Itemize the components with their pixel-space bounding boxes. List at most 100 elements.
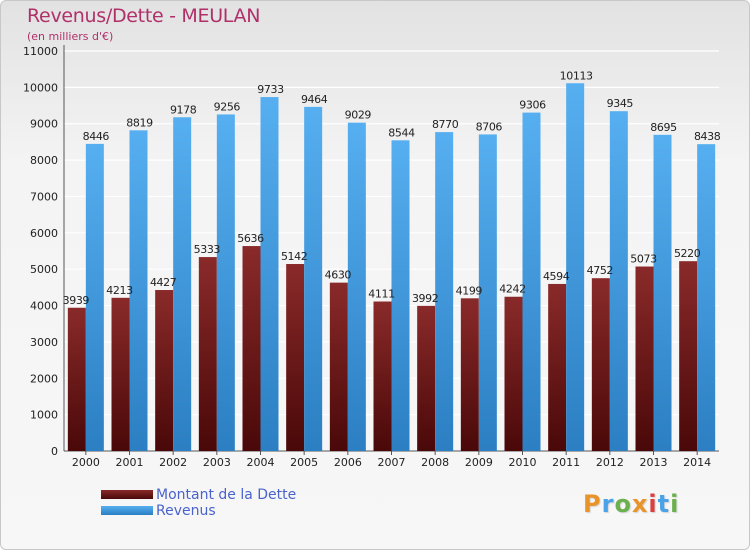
data-label-revenus: 9464 xyxy=(301,93,328,106)
y-tick-label: 11000 xyxy=(23,45,58,58)
bar-dette xyxy=(373,301,392,451)
bar-revenus xyxy=(697,144,716,451)
bar-dette xyxy=(635,266,654,451)
x-tick-label: 2014 xyxy=(683,456,711,469)
data-label-revenus: 9306 xyxy=(519,99,546,112)
bar-dette xyxy=(198,257,217,451)
y-tick-label: 3000 xyxy=(30,336,58,349)
proxiti-logo: Proxiti xyxy=(583,490,679,518)
data-label-dette: 5142 xyxy=(281,250,307,263)
x-tick-label: 2012 xyxy=(596,456,624,469)
data-label-revenus: 8446 xyxy=(83,130,110,143)
data-labels: 3939 8446 4213 8819 4427 9178 5333 9256 5636 9733… xyxy=(63,69,722,307)
logo-letter: t xyxy=(657,490,671,518)
legend-label-dette: Montant de la Dette xyxy=(156,487,297,503)
bar-revenus xyxy=(478,134,497,451)
x-axis-labels: 2000 2001 2002 2003 2004 2005 2006 2007 2008 2009… xyxy=(72,456,711,469)
x-tick-label: 2008 xyxy=(421,456,449,469)
data-label-dette: 4427 xyxy=(150,276,177,289)
data-label-revenus: 9256 xyxy=(214,100,241,113)
chart-title: Revenus/Dette - MEULAN xyxy=(27,5,261,27)
data-label-dette: 4111 xyxy=(368,288,394,301)
data-label-revenus: 9178 xyxy=(170,103,197,116)
data-label-revenus: 9733 xyxy=(257,83,284,96)
legend-swatch-revenus xyxy=(101,506,153,515)
bar-revenus xyxy=(653,134,672,451)
bar-revenus xyxy=(522,112,541,451)
bar-dette xyxy=(591,278,610,451)
bar-dette xyxy=(242,246,261,451)
chart-subtitle: (en milliers d'€) xyxy=(27,30,114,43)
legend-swatch-dette xyxy=(101,490,153,499)
x-tick-label: 2010 xyxy=(509,456,537,469)
x-tick-label: 2007 xyxy=(378,456,406,469)
bar-dette xyxy=(286,264,305,451)
data-label-revenus: 8819 xyxy=(126,116,153,129)
bar-revenus xyxy=(85,143,104,451)
logo-letter: x xyxy=(631,490,649,518)
bar-revenus xyxy=(609,111,628,451)
logo-letter: P xyxy=(583,490,602,518)
data-label-revenus: 8438 xyxy=(694,130,721,143)
y-tick-label: 1000 xyxy=(30,409,58,422)
bar-dette xyxy=(548,283,567,451)
y-tick-label: 4000 xyxy=(30,300,58,313)
x-tick-label: 2009 xyxy=(465,456,493,469)
x-tick-label: 2004 xyxy=(247,456,275,469)
data-label-revenus: 9345 xyxy=(607,97,634,110)
y-tick-label: 9000 xyxy=(30,118,58,131)
data-label-dette: 4242 xyxy=(499,283,525,296)
bar-revenus xyxy=(304,106,323,451)
data-label-dette: 4630 xyxy=(325,269,352,282)
bar-dette xyxy=(111,297,130,451)
bar-revenus xyxy=(347,122,366,451)
bar-dette xyxy=(67,307,86,451)
bar-revenus xyxy=(391,140,410,452)
data-label-dette: 4199 xyxy=(456,284,483,297)
x-tick-label: 2013 xyxy=(640,456,668,469)
x-tick-label: 2006 xyxy=(334,456,362,469)
y-tick-label: 5000 xyxy=(30,263,58,276)
x-tick-label: 2001 xyxy=(116,456,144,469)
data-label-dette: 5333 xyxy=(194,243,221,256)
logo-letter: o xyxy=(614,490,632,518)
y-tick-label: 10000 xyxy=(23,81,58,94)
y-tick-label: 8000 xyxy=(30,154,58,167)
bar-revenus xyxy=(260,97,279,451)
y-tick-label: 2000 xyxy=(30,372,58,385)
data-label-dette: 5220 xyxy=(674,247,701,260)
logo-letter: i xyxy=(670,490,680,518)
x-tick-label: 2011 xyxy=(552,456,580,469)
logo-letter: r xyxy=(601,490,615,518)
x-tick-label: 2003 xyxy=(203,456,231,469)
bar-dette xyxy=(504,296,523,451)
y-tick-label: 0 xyxy=(51,445,58,458)
bars xyxy=(67,83,716,452)
x-tick-label: 2005 xyxy=(290,456,318,469)
bar-revenus xyxy=(435,132,454,451)
data-label-dette: 3939 xyxy=(63,294,90,307)
bar-revenus xyxy=(216,114,235,451)
data-label-dette: 5073 xyxy=(630,253,657,266)
x-tick-label: 2000 xyxy=(72,456,100,469)
bar-dette xyxy=(460,298,479,451)
bar-dette xyxy=(417,305,436,451)
bar-revenus xyxy=(173,117,192,451)
bar-revenus xyxy=(566,83,585,451)
y-axis-labels: 0 1000 2000 3000 4000 5000 6000 7000 8000 9000 100… xyxy=(23,45,58,458)
legend-label-revenus: Revenus xyxy=(156,503,216,519)
data-label-dette: 4213 xyxy=(106,284,133,297)
data-label-dette: 4752 xyxy=(587,264,613,277)
data-label-revenus: 8706 xyxy=(476,120,503,133)
bar-revenus xyxy=(129,130,148,452)
y-tick-label: 7000 xyxy=(30,190,58,203)
data-label-revenus: 8770 xyxy=(432,118,459,131)
data-label-revenus: 10113 xyxy=(560,69,593,82)
data-label-dette: 5636 xyxy=(237,232,264,245)
data-label-revenus: 8695 xyxy=(650,121,677,134)
bar-dette xyxy=(679,261,698,451)
bar-dette xyxy=(329,282,348,451)
x-tick-label: 2002 xyxy=(159,456,187,469)
data-label-dette: 3992 xyxy=(412,292,438,305)
